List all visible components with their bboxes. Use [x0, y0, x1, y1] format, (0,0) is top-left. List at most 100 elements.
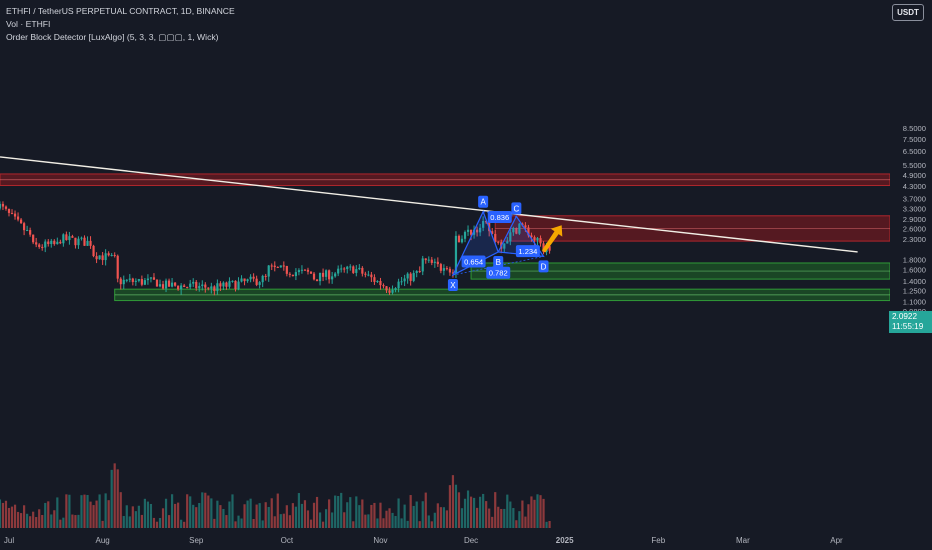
projection-arrow[interactable]: [541, 225, 563, 253]
candle-body: [385, 286, 388, 291]
volume-bar: [225, 515, 228, 528]
candle-body: [466, 229, 470, 232]
price-tick-label: 6.5000: [903, 147, 926, 156]
volume-bar: [65, 494, 68, 528]
price-tick-label: 2.3000: [903, 235, 926, 244]
volume-bars: [0, 463, 551, 528]
chart-title: ETHFI / TetherUS PERPETUAL CONTRACT, 1D,…: [6, 6, 235, 16]
candle-body: [315, 279, 319, 282]
volume-bar: [195, 507, 198, 528]
candle-body: [201, 284, 204, 287]
volume-bar: [536, 494, 539, 528]
candle-body: [65, 234, 68, 241]
pattern-point-c: C: [511, 202, 522, 215]
candle-body: [38, 244, 41, 247]
candle-body: [291, 274, 294, 277]
volume-bar: [50, 514, 53, 528]
candle-body: [225, 282, 228, 287]
volume-bar: [527, 504, 530, 528]
candle-body: [285, 265, 288, 274]
candle-body: [240, 278, 243, 282]
candle-body: [128, 278, 131, 280]
volume-bar: [210, 498, 213, 528]
candle-body: [80, 237, 83, 239]
time-tick-label: Jul: [4, 536, 14, 545]
trendline-layer[interactable]: [0, 156, 858, 253]
volume-bar: [16, 511, 20, 528]
candle-body: [207, 287, 210, 289]
candle-body: [397, 281, 400, 289]
candle-body: [122, 279, 125, 285]
volume-bar: [243, 504, 246, 528]
candle-body: [86, 240, 89, 246]
candle-body: [92, 245, 95, 257]
volume-bar: [512, 508, 515, 528]
volume-indicator-label[interactable]: Vol · ETHFI: [6, 19, 51, 29]
harmonic-pattern[interactable]: X A B C D 0.654 0.836 1.234 0.782: [447, 195, 563, 292]
volume-bar: [261, 520, 264, 528]
volume-bar: [315, 496, 319, 528]
candle-body: [349, 266, 352, 268]
volume-bar: [174, 503, 177, 528]
candle-body: [68, 236, 71, 241]
volume-bar: [346, 502, 349, 528]
volume-bar: [170, 494, 174, 528]
volume-bar: [457, 492, 461, 528]
candle-body: [189, 283, 192, 288]
candle-body: [497, 241, 500, 243]
volume-bar: [476, 507, 479, 528]
volume-bar: [340, 492, 343, 528]
candle-body: [167, 280, 171, 287]
candle-body: [186, 287, 189, 289]
trendline[interactable]: [0, 156, 858, 253]
volume-bar: [237, 515, 240, 528]
time-axis[interactable]: Jul Aug Sep Oct Nov Dec 2025 Feb Mar Apr: [0, 531, 932, 550]
candle-body: [219, 283, 222, 287]
price-tick-label: 3.3000: [903, 204, 926, 213]
candle-body: [321, 272, 325, 277]
volume-bar: [427, 515, 430, 528]
order-block-indicator-label[interactable]: Order Block Detector [LuxAlgo] (5, 3, 3,…: [6, 32, 219, 42]
volume-bar: [10, 506, 14, 528]
volume-bar: [430, 521, 433, 528]
candle-body: [282, 265, 285, 267]
volume-bar: [524, 516, 527, 528]
candle-body: [23, 223, 26, 231]
candle-body: [198, 286, 201, 289]
price-tick-label: 7.5000: [903, 135, 926, 144]
candle-body: [143, 280, 146, 285]
volume-bar: [107, 500, 110, 528]
volume-bar: [454, 484, 458, 528]
volume-bar: [337, 495, 340, 528]
currency-button[interactable]: USDT: [892, 4, 924, 21]
pattern-point-x: X: [447, 279, 458, 292]
volume-bar: [412, 505, 415, 528]
volume-bar: [370, 504, 373, 528]
volume-bar: [325, 509, 328, 528]
volume-bar: [409, 495, 412, 528]
candle-body: [228, 281, 231, 287]
time-tick-label: Aug: [96, 536, 110, 545]
volume-bar: [222, 508, 225, 528]
candle-body: [180, 285, 183, 290]
svg-text:1.234: 1.234: [518, 247, 537, 256]
candle-body: [47, 241, 50, 245]
volume-bar: [267, 506, 270, 528]
candle-body: [125, 279, 128, 281]
candle-body: [509, 232, 512, 242]
candle-body: [445, 268, 448, 270]
candle-body: [255, 278, 258, 285]
volume-bar: [252, 518, 255, 528]
candle-body: [16, 216, 20, 220]
volume-bar: [364, 514, 367, 528]
time-tick-label: 2025: [556, 536, 574, 545]
volume-bar: [463, 498, 467, 528]
volume-bar: [231, 494, 234, 528]
time-tick-label: Apr: [830, 536, 843, 545]
candle-body: [340, 268, 343, 270]
candle-body: [406, 273, 409, 279]
volume-bar: [358, 505, 361, 528]
volume-bar: [276, 493, 279, 528]
